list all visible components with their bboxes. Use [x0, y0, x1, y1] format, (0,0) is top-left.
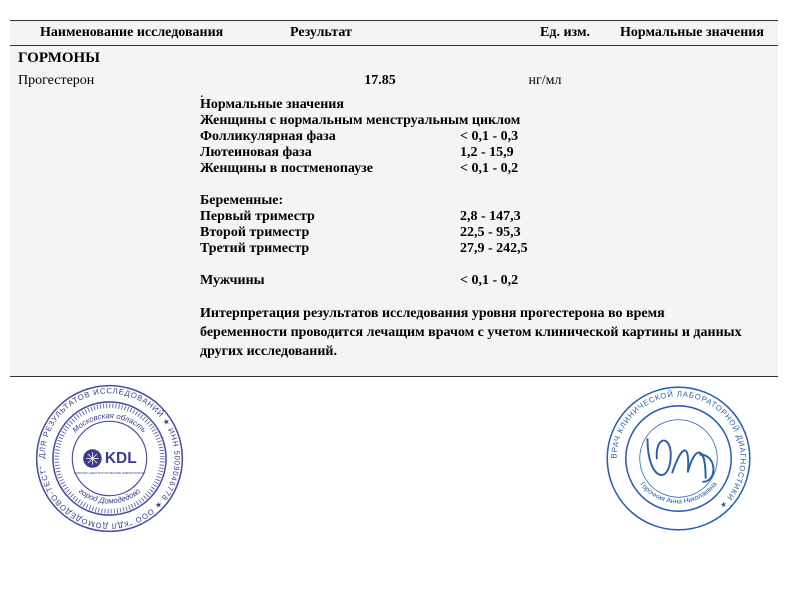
- stamp-center-text: KDL: [105, 450, 137, 467]
- header-norm: Нормальные значения: [620, 25, 778, 41]
- table-row: Прогестерон 17.85 нг/мл: [10, 71, 778, 91]
- stamp-inner-top: Московская область: [71, 411, 149, 434]
- header-result: Результат: [290, 25, 470, 41]
- doctor-stamp-inner: Горочная Анна Николаевна: [638, 481, 718, 506]
- svg-text:Московская область: Московская область: [71, 411, 149, 434]
- refs-group2-title: Беременные:: [200, 193, 283, 208]
- signature-icon: [648, 439, 714, 482]
- ref-value: < 0,1 - 0,2: [460, 273, 748, 289]
- ref-label: Третий триместр: [200, 241, 460, 257]
- interpretation-note: Интерпретация результатов исследования у…: [200, 305, 748, 362]
- refs-group1-title: Женщины с нормальным менструальным цикло…: [200, 113, 520, 128]
- ref-value: < 0,1 - 0,2: [460, 161, 748, 177]
- row-result: 17.85: [290, 73, 470, 89]
- ref-value: 1,2 - 15,9: [460, 145, 748, 161]
- section-title: ГОРМОНЫ: [10, 46, 778, 71]
- ref-value: 2,8 - 147,3: [460, 209, 748, 225]
- svg-text:Горочная Анна Николаевна: Горочная Анна Николаевна: [638, 481, 718, 506]
- row-unit: нг/мл: [470, 73, 620, 89]
- ref-value: 27,9 - 242,5: [460, 241, 748, 257]
- ref-value: < 0,1 - 0,3: [460, 129, 748, 145]
- reference-block: . Нормальные значения Женщины с нормальн…: [200, 91, 748, 376]
- ref-label: Женщины в постменопаузе: [200, 161, 460, 177]
- ref-label: Первый триместр: [200, 209, 460, 225]
- ref-label: Фолликулярная фаза: [200, 129, 460, 145]
- stamp-center-sub: КЛИНИКО-ДИАГНОСТИЧЕСКИЕ ЛАБОРАТОРИИ: [74, 471, 145, 475]
- svg-text:ВРАЧ КЛИНИЧЕСКОЙ ЛАБОРАТОРНОЙ: ВРАЧ КЛИНИЧЕСКОЙ ЛАБОРАТОРНОЙ ДИАГНОСТИК…: [609, 389, 747, 510]
- ref-value: 22,5 - 95,3: [460, 225, 748, 241]
- ref-label: Мужчины: [200, 273, 460, 289]
- row-name: Прогестерон: [10, 73, 290, 89]
- header-unit: Ед. изм.: [470, 25, 620, 41]
- org-stamp: ДЛЯ РЕЗУЛЬТАТОВ ИССЛЕДОВАНИЙ ★ ИНН 50090…: [32, 381, 187, 536]
- doctor-stamp: ВРАЧ КЛИНИЧЕСКОЙ ЛАБОРАТОРНОЙ ДИАГНОСТИК…: [601, 381, 756, 536]
- ref-label: Лютеиновая фаза: [200, 145, 460, 161]
- table-header: Наименование исследования Результат Ед. …: [10, 21, 778, 46]
- ref-label: Второй триместр: [200, 225, 460, 241]
- doctor-stamp-outer: ВРАЧ КЛИНИЧЕСКОЙ ЛАБОРАТОРНОЙ ДИАГНОСТИК…: [609, 389, 747, 510]
- header-name: Наименование исследования: [10, 25, 290, 41]
- kdl-logo-icon: [83, 449, 102, 468]
- refs-title: Нормальные значения: [200, 97, 344, 112]
